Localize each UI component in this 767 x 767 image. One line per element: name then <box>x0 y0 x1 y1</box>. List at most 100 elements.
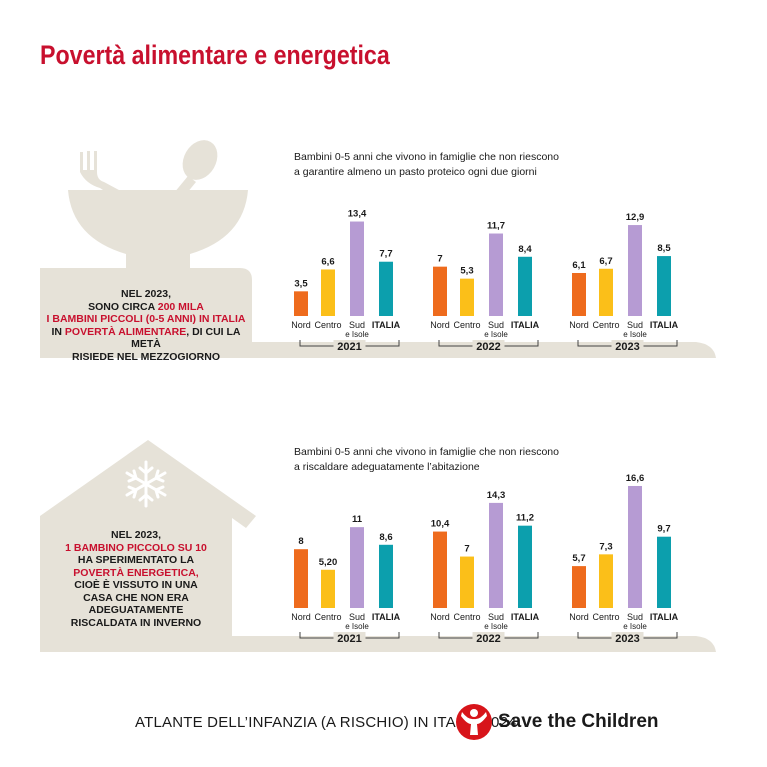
energy-category-label-2021-4: ITALIA <box>372 612 401 622</box>
bowl-with-fork-and-spoon-icon <box>68 140 248 268</box>
energy-category-label-2021-3b: e Isole <box>345 622 369 631</box>
food-callout-line-3: I BAMBINI PICCOLI (0-5 ANNI) IN ITALIA <box>46 313 246 325</box>
energy-category-label-2023-3a: Sud <box>627 612 643 622</box>
food-value-label-2023-4: 8,5 <box>657 243 671 254</box>
energy-callout-line-1: NEL 2023, <box>110 529 161 541</box>
food-bar-2021-3 <box>350 221 364 316</box>
energy-category-label-2023-4: ITALIA <box>650 612 679 622</box>
energy-category-label-2021-1: Nord <box>291 612 311 622</box>
energy-year-label-bg-2021 <box>333 632 366 644</box>
food-category-label-2023-3b: e Isole <box>623 330 647 339</box>
energy-subtitle-line-1: Bambini 0-5 anni che vivono in famiglie … <box>294 446 559 458</box>
food-category-label-2022-3a: Sud <box>488 320 504 330</box>
energy-category-label-2022-4: ITALIA <box>511 612 540 622</box>
energy-callout-line-5: CIOÈ È VISSUTO IN UNA <box>74 579 198 591</box>
food-category-label-2022-1: Nord <box>430 320 450 330</box>
food-category-label-2021-1: Nord <box>291 320 311 330</box>
energy-bar-2022-4 <box>518 525 532 608</box>
energy-bar-2023-3 <box>628 485 642 608</box>
energy-category-label-2023-1: Nord <box>569 612 589 622</box>
energy-category-label-2021-2: Centro <box>314 612 341 622</box>
energy-callout-line-3: HA SPERIMENTATO LA <box>77 554 195 566</box>
food-callout-line-5: RISIEDE NEL MEZZOGIORNO <box>72 350 220 363</box>
energy-value-label-2021-4: 8,6 <box>379 532 392 543</box>
energy-value-label-2021-3: 11 <box>352 514 363 525</box>
energy-bar-2021-4 <box>379 544 393 608</box>
energy-bar-2023-1 <box>572 566 586 608</box>
energy-category-label-2022-3a: Sud <box>488 612 504 622</box>
food-callout: NEL 2023, SONO CIRCA 200 MILA I BAMBINI … <box>40 288 252 363</box>
food-value-label-2023-3: 12,9 <box>626 212 645 223</box>
house-with-snowflake-icon <box>40 440 716 652</box>
food-category-label-2023-1: Nord <box>569 320 589 330</box>
energy-chart-subtitle: Bambini 0-5 anni che vivono in famiglie … <box>294 445 559 475</box>
food-year-label-2021: 2021 <box>337 341 361 353</box>
energy-value-label-2022-3: 14,3 <box>487 490 506 501</box>
energy-category-label-2023-3b: e Isole <box>623 622 647 631</box>
food-value-label-2021-3: 13,4 <box>348 209 367 220</box>
energy-bar-2022-1 <box>433 531 447 608</box>
energy-year-label-bg-2022 <box>472 632 505 644</box>
food-callout-line-4: IN POVERTÀ ALIMENTARE, DI CUI LA METÀ <box>51 325 241 351</box>
food-bar-2022-1 <box>433 266 447 316</box>
food-category-label-2021-4: ITALIA <box>372 320 401 330</box>
energy-category-label-2023-2: Centro <box>592 612 619 622</box>
food-bar-2023-4 <box>657 256 671 316</box>
food-year-label-bg-2023 <box>611 340 644 352</box>
energy-year-label-bg-2023 <box>611 632 644 644</box>
energy-callout-line-2: 1 BAMBINO PICCOLO SU 10 <box>65 541 207 554</box>
energy-value-label-2023-3: 16,6 <box>626 473 645 484</box>
food-bar-2023-1 <box>572 272 586 316</box>
food-year-label-bg-2022 <box>472 340 505 352</box>
food-value-label-2022-2: 5,3 <box>460 266 473 277</box>
food-year-label-bg-2021 <box>333 340 366 352</box>
food-year-label-2022: 2022 <box>476 341 500 353</box>
energy-callout-line-7: ADEGUATAMENTE <box>88 604 184 616</box>
energy-callout-line-4: POVERTÀ ENERGETICA, <box>73 566 199 579</box>
energy-year-label-2022: 2022 <box>476 633 500 645</box>
energy-value-label-2022-4: 11,2 <box>516 513 534 524</box>
food-bar-2023-3 <box>628 225 642 316</box>
food-category-label-2023-3a: Sud <box>627 320 643 330</box>
energy-year-label-2023: 2023 <box>615 633 639 645</box>
food-year-label-2023: 2023 <box>615 341 639 353</box>
energy-bar-2021-3 <box>350 527 364 608</box>
food-subtitle-line-2: a garantire almeno un pasto proteico ogn… <box>294 166 537 178</box>
food-category-label-2022-2: Centro <box>453 320 480 330</box>
logo-text: Save the Children <box>498 711 659 732</box>
food-chart-subtitle: Bambini 0-5 anni che vivono in famiglie … <box>294 150 559 180</box>
food-value-label-2021-4: 7,7 <box>379 249 392 260</box>
food-bar-2021-4 <box>379 261 393 316</box>
energy-category-label-2022-2: Centro <box>453 612 480 622</box>
energy-category-label-2021-3a: Sud <box>349 612 365 622</box>
food-value-label-2022-4: 8,4 <box>518 244 532 255</box>
food-subtitle-line-1: Bambini 0-5 anni che vivono in famiglie … <box>294 151 559 163</box>
food-bar-2021-1 <box>294 291 308 316</box>
food-value-label-2022-1: 7 <box>437 254 442 265</box>
energy-bar-2022-2 <box>460 556 474 608</box>
food-category-label-2021-3b: e Isole <box>345 330 369 339</box>
energy-value-label-2022-1: 10,4 <box>431 519 450 530</box>
snowflake-icon <box>125 460 167 508</box>
food-category-label-2022-4: ITALIA <box>511 320 540 330</box>
energy-bar-2023-4 <box>657 536 671 608</box>
food-panel-base <box>40 268 716 358</box>
food-category-label-2021-3a: Sud <box>349 320 365 330</box>
energy-value-label-2021-1: 8 <box>298 536 303 547</box>
energy-bar-2022-3 <box>489 502 503 608</box>
energy-value-label-2023-1: 5,7 <box>572 553 585 564</box>
energy-bar-2021-2 <box>321 569 335 608</box>
food-category-label-2021-2: Centro <box>314 320 341 330</box>
energy-value-label-2023-2: 7,3 <box>599 541 612 552</box>
page-title: Povertà alimentare e energetica <box>40 40 390 70</box>
energy-bar-2021-1 <box>294 549 308 608</box>
food-bar-2021-2 <box>321 269 335 316</box>
food-value-label-2022-3: 11,7 <box>487 221 505 232</box>
food-bar-2022-4 <box>518 256 532 316</box>
food-callout-line-1: NEL 2023, <box>120 288 171 300</box>
food-category-label-2023-4: ITALIA <box>650 320 679 330</box>
energy-callout-line-8: RISCALDATA IN INVERNO <box>70 616 202 629</box>
energy-bar-2023-2 <box>599 554 613 608</box>
